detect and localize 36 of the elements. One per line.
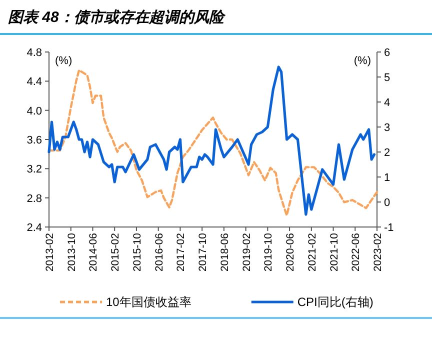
title: 图表 48：债市或存在超调的风险	[8, 9, 224, 26]
y2-tick-label: 1	[384, 172, 390, 184]
x-tick-label: 2013-10	[66, 232, 78, 272]
x-tick-label: 2019-02	[240, 232, 253, 272]
x-tick-label: 2022-06	[350, 232, 362, 272]
x-tick-label: 2023-02	[372, 232, 384, 272]
x-tick-label: 2017-10	[197, 232, 210, 272]
x-tick-label: 2013-02	[44, 232, 56, 272]
x-tick-label: 2015-10	[131, 232, 144, 272]
y-tick-label: 4.4	[26, 76, 42, 88]
y2-tick-label: 0	[384, 197, 390, 209]
y2-tick-label: 4	[384, 97, 390, 109]
y2-tick-label: 2	[384, 147, 390, 159]
legend-label: CPI同比(右轴)	[297, 295, 374, 309]
y-tick-label: 2.4	[26, 222, 42, 234]
y-axis-title: (%)	[55, 55, 72, 67]
x-tick-label: 2017-02	[175, 232, 188, 272]
y-tick-label: 4.0	[26, 105, 42, 118]
x-tick-label: 2021-02	[306, 232, 318, 272]
x-tick-label: 2021-10	[328, 232, 340, 272]
x-tick-label: 2019-10	[262, 232, 275, 272]
y-tick-label: 4.8	[26, 47, 42, 59]
x-tick-label: 2014-06	[88, 232, 100, 272]
x-tick-label: 2018-06	[218, 232, 231, 272]
y2-tick-label: 6	[384, 47, 390, 59]
x-tick-label: 2020-06	[284, 232, 297, 272]
x-tick-label: 2015-02	[110, 232, 122, 272]
y-tick-label: 2.8	[26, 192, 42, 205]
legend-label: 10年国债收益率	[106, 295, 192, 309]
y2-tick-label: 3	[384, 122, 390, 134]
y2-axis-title: (%)	[354, 55, 371, 67]
y2-tick-label: -1	[384, 222, 394, 234]
y-tick-label: 3.6	[26, 134, 42, 146]
x-tick-label: 2016-06	[153, 232, 166, 272]
y-tick-label: 3.2	[26, 164, 42, 176]
y2-tick-label: 5	[384, 72, 390, 84]
